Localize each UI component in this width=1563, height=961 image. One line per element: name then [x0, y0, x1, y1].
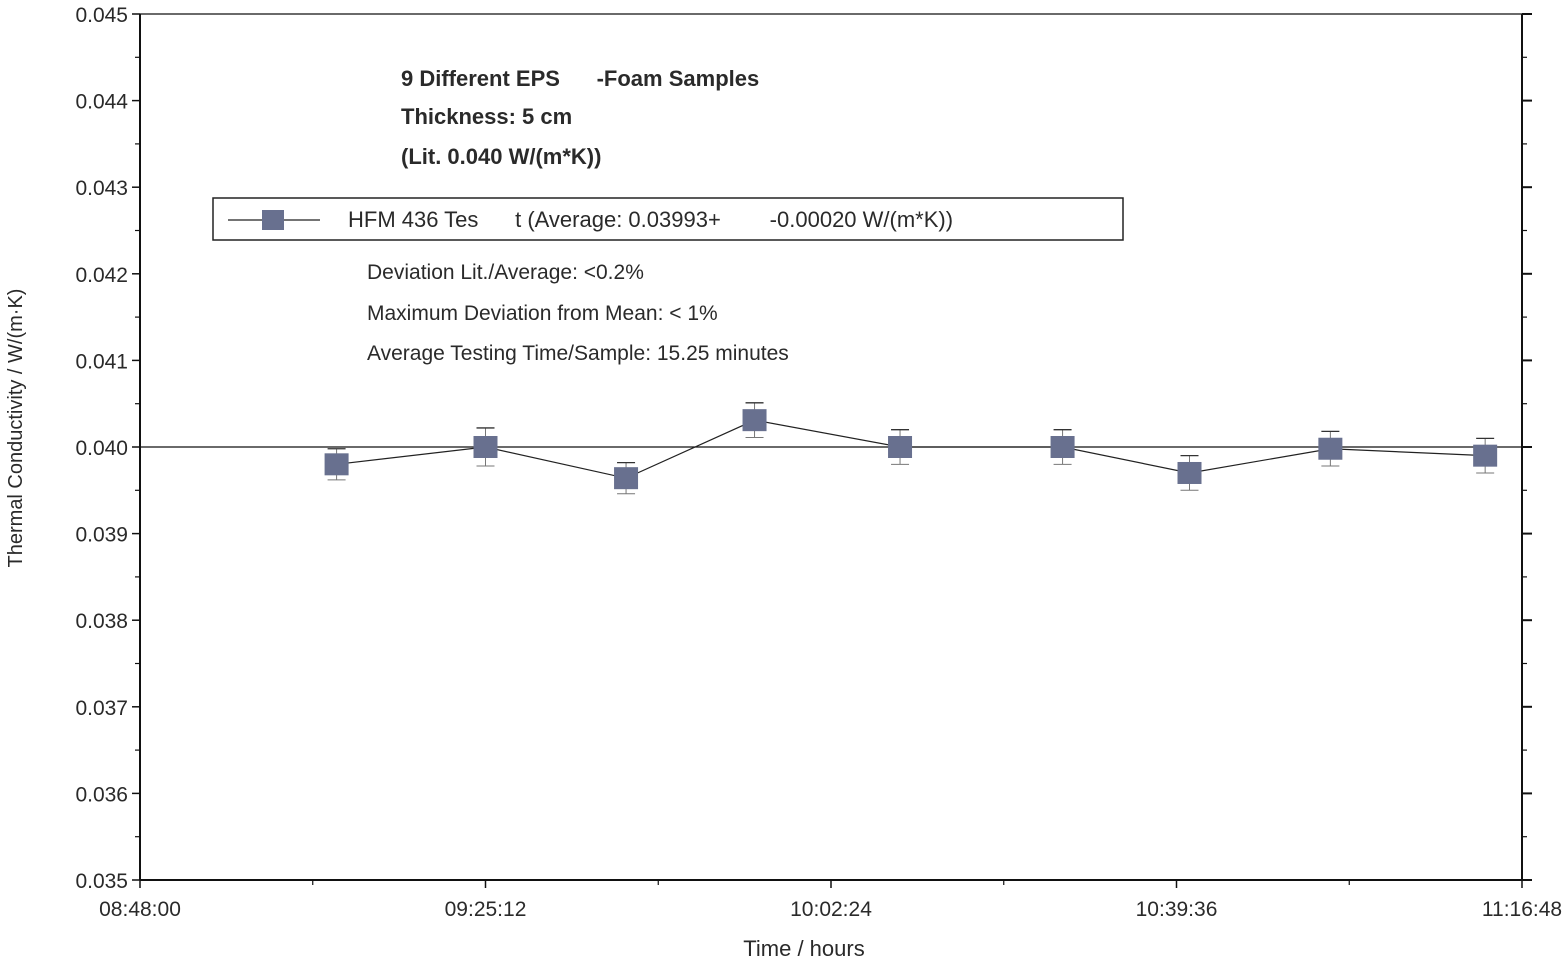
y-axis-label: Thermal Conductivity / W/(m·K): [5, 289, 27, 568]
y-tick-label: 0.039: [75, 524, 128, 547]
legend: HFM 436 Tes t (Average: 0.03993+ -0.0002…: [212, 197, 1124, 241]
y-tick-label: 0.037: [75, 697, 128, 720]
legend-marker: [262, 210, 284, 230]
y-tick-label: 0.035: [75, 870, 128, 893]
data-point: [742, 409, 767, 432]
x-axis: 08:48:00 09:25:12 10:02:24 10:39:36 11:16:48: [99, 880, 1562, 921]
y-tick-label: 0.042: [75, 264, 128, 287]
data-point: [1177, 461, 1202, 484]
data-point: [1473, 444, 1498, 467]
x-tick-label: 11:16:48: [1482, 898, 1562, 921]
note-deviation-lit: Deviation Lit./Average: <0.2%: [367, 261, 644, 284]
legend-series-label: HFM 436 Tes t (Average: 0.03993+ -0.0002…: [348, 207, 953, 232]
data-point: [473, 436, 498, 458]
y-tick-label: 0.043: [75, 177, 128, 200]
y-axis: 0.035 0.036 0.037 0.038 0.039 0.040 0.041 0.042…: [75, 4, 1532, 893]
y-tick-label: 0.045: [75, 4, 128, 27]
y-tick-label: 0.036: [75, 783, 128, 806]
x-tick-label: 10:02:24: [790, 898, 872, 921]
chart-title-line-2: Thickness: 5 cm: [401, 104, 572, 129]
y-tick-label: 0.040: [75, 437, 128, 460]
y-tick-label: 0.038: [75, 610, 128, 633]
data-point: [1050, 436, 1075, 458]
y-tick-label: 0.041: [75, 350, 128, 373]
x-axis-label: Time / hours: [743, 936, 864, 961]
data-point: [1318, 437, 1343, 460]
x-tick-label: 10:39:36: [1136, 898, 1218, 921]
y-tick-label: 0.044: [75, 91, 128, 114]
data-point: [614, 467, 639, 490]
x-tick-label: 08:48:00: [99, 898, 181, 921]
chart-title-line-1: 9 Different EPS -Foam Samples: [401, 66, 759, 91]
legend-box: [212, 197, 1124, 241]
chart-title-line-3: (Lit. 0.040 W/(m*K)): [401, 144, 601, 169]
note-testing-time: Average Testing Time/Sample: 15.25 minut…: [367, 342, 789, 365]
data-point: [324, 453, 349, 476]
x-tick-label: 09:25:12: [445, 898, 527, 921]
note-max-deviation: Maximum Deviation from Mean: < 1%: [367, 302, 718, 325]
data-point: [888, 436, 913, 458]
series: [324, 402, 1498, 495]
